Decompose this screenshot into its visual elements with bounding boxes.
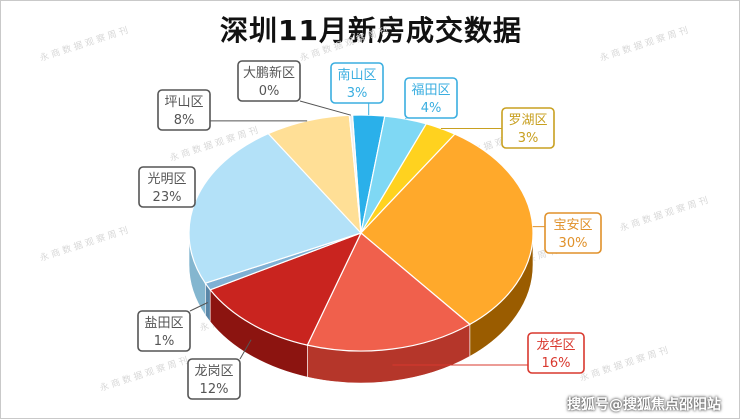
data-label-龙岗区: 龙岗区 12%: [187, 358, 241, 400]
data-label-box: [404, 77, 458, 119]
data-label-percent: 16%: [542, 356, 571, 371]
background-watermark: 永 商 数 据 观 察 周 刊: [578, 344, 669, 384]
data-label-percent: 4%: [421, 101, 442, 116]
leader-line-盐田区: [189, 302, 208, 312]
data-label-box: [157, 89, 211, 131]
background-watermark: 永 商 数 据 观 察 周 刊: [38, 24, 129, 64]
data-label-percent: 1%: [154, 334, 175, 349]
data-label-percent: 8%: [174, 113, 195, 128]
data-label-percent: 3%: [518, 131, 539, 146]
data-label-box: [330, 62, 384, 104]
data-labels: 南山区 3% 福田区 4% 罗湖区 3% 宝安区 30% 龙华区 16% 龙岗区 12% 盐田区 1% 光明…: [137, 60, 602, 400]
background-watermark: 永 商 数 据 观 察 周 刊: [598, 24, 689, 64]
data-label-大鹏新区: 大鹏新区 0%: [237, 60, 301, 102]
data-label-box: [138, 166, 196, 208]
background-watermark: 永 商 数 据 观 察 周 刊: [38, 224, 129, 264]
data-label-category: 盐田区: [144, 316, 183, 331]
data-label-percent: 0%: [259, 84, 280, 99]
background-watermark: 永 商 数 据 观 察 周 刊: [618, 194, 709, 234]
data-label-box: [237, 60, 301, 102]
data-label-box: [544, 212, 602, 254]
data-label-坪山区: 坪山区 8%: [157, 89, 211, 131]
data-label-category: 宝安区: [553, 218, 592, 233]
background-watermark: 永 商 数 据 观 察 周 刊: [298, 24, 389, 64]
data-label-福田区: 福田区 4%: [404, 77, 458, 119]
background-watermark: 永 商 数 据 观 察 周 刊: [98, 354, 189, 394]
chart-title: 深圳11月新房成交数据: [220, 14, 522, 47]
leader-line-龙岗区: [239, 339, 252, 360]
pie-slice-光明区: [188, 132, 363, 284]
data-label-宝安区: 宝安区 30%: [544, 212, 602, 254]
data-label-category: 坪山区: [164, 95, 203, 110]
data-label-percent: 3%: [347, 86, 368, 101]
data-label-percent: 30%: [559, 236, 588, 251]
data-label-percent: 23%: [153, 190, 182, 205]
data-label-龙华区: 龙华区 16%: [527, 332, 585, 374]
data-label-盐田区: 盐田区 1%: [137, 310, 191, 352]
data-label-category: 罗湖区: [508, 113, 547, 128]
data-label-percent: 12%: [200, 382, 229, 397]
data-label-category: 大鹏新区: [243, 65, 295, 81]
data-label-box: [527, 332, 585, 374]
data-label-光明区: 光明区 23%: [138, 166, 196, 208]
data-label-box: [501, 107, 555, 149]
source-watermark: 搜狐号@搜狐焦点邵阳站: [567, 397, 721, 413]
pie-slice-大鹏新区: [348, 114, 362, 234]
pie-slice-龙华区: [306, 232, 471, 352]
leader-line-大鹏新区: [299, 100, 352, 116]
data-label-南山区: 南山区 3%: [330, 62, 384, 104]
data-label-category: 南山区: [337, 67, 376, 83]
data-label-category: 福田区: [411, 83, 450, 98]
pie-slice-龙岗区: [209, 231, 363, 346]
data-label-category: 龙华区: [536, 338, 575, 353]
data-label-罗湖区: 罗湖区 3%: [501, 107, 555, 149]
data-label-category: 光明区: [147, 172, 186, 187]
pie-sides: [188, 232, 534, 384]
pie-slices: [188, 114, 534, 352]
data-label-category: 龙岗区: [194, 364, 233, 379]
data-label-box: [187, 358, 241, 400]
data-label-box: [137, 310, 191, 352]
